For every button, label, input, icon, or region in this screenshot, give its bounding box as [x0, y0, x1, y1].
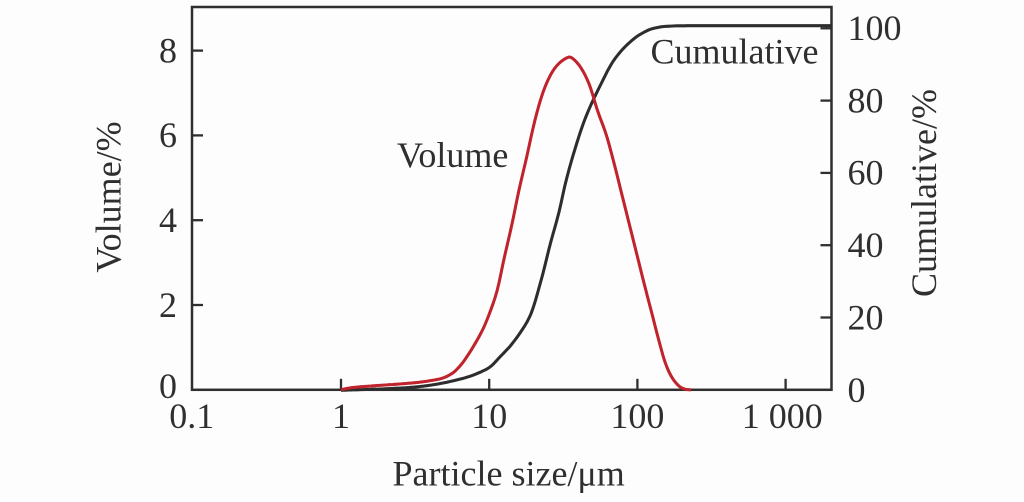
svg-text:6: 6 — [159, 115, 177, 155]
svg-text:Particle size/μm: Particle size/μm — [393, 454, 625, 494]
svg-text:0: 0 — [848, 370, 866, 410]
svg-text:60: 60 — [848, 153, 884, 193]
svg-text:Volume: Volume — [397, 135, 508, 175]
svg-text:Cumulative/%: Cumulative/% — [904, 89, 944, 297]
svg-text:100: 100 — [848, 8, 902, 48]
svg-text:Cumulative: Cumulative — [651, 32, 819, 72]
svg-text:80: 80 — [848, 80, 884, 120]
svg-text:2: 2 — [159, 285, 177, 325]
svg-text:20: 20 — [848, 297, 884, 337]
svg-text:10: 10 — [471, 396, 507, 436]
svg-text:1 000: 1 000 — [742, 396, 823, 436]
svg-text:40: 40 — [848, 225, 884, 265]
svg-text:Volume/%: Volume/% — [89, 121, 129, 272]
svg-text:4: 4 — [159, 200, 177, 240]
svg-text:8: 8 — [159, 30, 177, 70]
svg-text:1: 1 — [332, 396, 350, 436]
svg-text:100: 100 — [610, 396, 664, 436]
svg-text:0.1: 0.1 — [169, 396, 214, 436]
svg-text:0: 0 — [159, 366, 177, 406]
